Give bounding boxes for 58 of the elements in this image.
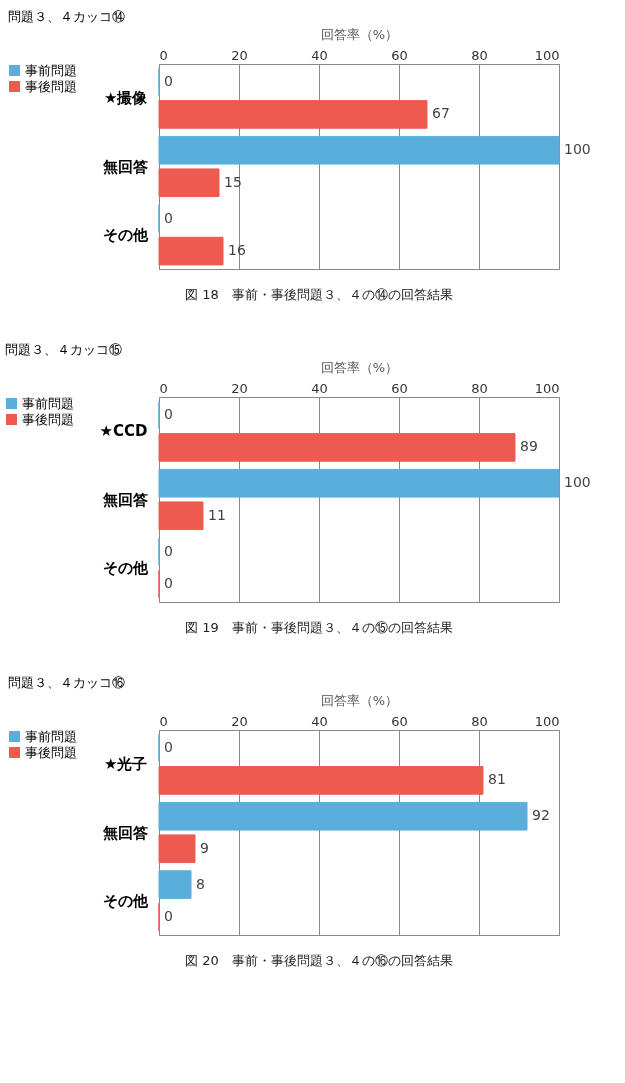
x-tick-label: 80 [471, 47, 488, 63]
data-label: 0 [164, 209, 173, 226]
x-tick-label: 0 [159, 380, 168, 396]
x-tick-label: 100 [534, 47, 560, 63]
x-tick-label: 20 [231, 380, 248, 396]
y-tick-label: ★撮像 [104, 89, 149, 108]
x-tick-label: 100 [534, 380, 560, 396]
y-tick-label: その他 [102, 558, 149, 577]
data-label: 100 [564, 141, 591, 158]
x-tick-label: 0 [159, 47, 168, 63]
legend-label: 事後問題 [22, 411, 74, 427]
chart-title: 問題３、４カッコ⑭ [8, 9, 125, 24]
y-tick-label: ★光子 [104, 755, 148, 774]
y-tick-label: 無回答 [101, 823, 148, 842]
x-axis-title: 回答率（%） [320, 359, 399, 375]
x-tick-label: 0 [159, 713, 168, 729]
legend-label: 事後問題 [25, 744, 77, 760]
data-label: 9 [200, 839, 209, 856]
x-axis-title: 回答率（%） [320, 26, 399, 42]
data-label: 11 [208, 506, 226, 523]
x-tick-label: 80 [471, 380, 488, 396]
x-tick-label: 20 [231, 47, 248, 63]
x-tick-label: 60 [391, 380, 408, 396]
data-label: 0 [164, 72, 173, 89]
legend-label: 事前問題 [22, 395, 74, 411]
caption: 図 20 事前・事後問題３、４の⑯の回答結果 [185, 953, 453, 968]
chart-title: 問題３、４カッコ⑮ [5, 342, 122, 357]
x-tick-label: 60 [391, 47, 408, 63]
caption: 図 19 事前・事後問題３、４の⑮の回答結果 [185, 620, 453, 635]
x-tick-label: 60 [391, 713, 408, 729]
y-tick-label: ★CCD [99, 422, 148, 441]
x-tick-label: 40 [311, 713, 328, 729]
data-label: 0 [164, 575, 173, 592]
data-label: 67 [432, 105, 450, 122]
data-label: 81 [488, 771, 506, 788]
x-tick-label: 40 [311, 380, 328, 396]
chart-title: 問題３、４カッコ⑯ [8, 675, 125, 690]
x-tick-label: 100 [534, 713, 560, 729]
legend-label: 事前問題 [25, 62, 77, 78]
data-label: 0 [164, 542, 173, 559]
data-label: 92 [532, 807, 550, 824]
x-tick-label: 80 [471, 713, 488, 729]
data-label: 0 [164, 405, 173, 422]
y-tick-label: その他 [102, 891, 149, 910]
caption: 図 18 事前・事後問題３、４の⑭の回答結果 [185, 287, 453, 302]
data-label: 8 [196, 875, 205, 892]
x-tick-label: 20 [231, 713, 248, 729]
data-label: 100 [564, 474, 591, 491]
data-label: 0 [164, 738, 173, 755]
y-tick-label: 無回答 [101, 157, 148, 176]
y-tick-label: 無回答 [101, 490, 148, 509]
x-axis-title: 回答率（%） [320, 692, 399, 708]
y-tick-label: その他 [102, 225, 149, 244]
legend-label: 事前問題 [25, 728, 77, 744]
x-tick-label: 40 [311, 47, 328, 63]
legend-label: 事後問題 [25, 78, 77, 94]
data-label: 89 [520, 438, 538, 455]
data-label: 0 [164, 908, 173, 925]
